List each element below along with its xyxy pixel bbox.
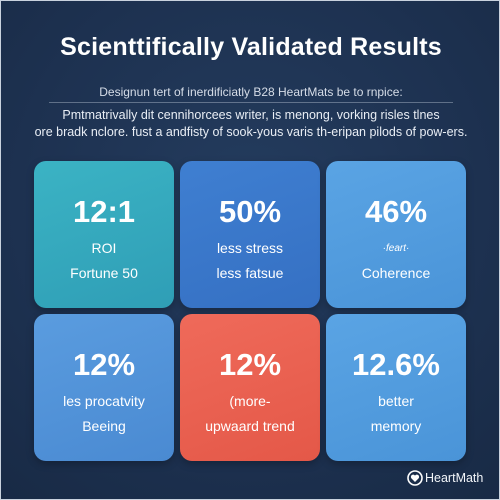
description-line-2: ore bradk nclore. fust a andfisty of soo… xyxy=(34,125,468,139)
heartmath-logo-icon xyxy=(407,470,423,486)
page-title: Scienttifically Validated Results xyxy=(60,33,442,61)
stat-sublabel: Fortune 50 xyxy=(70,265,138,281)
stat-card-upward-trend: 12% (more- upwaard trend xyxy=(180,314,320,461)
stat-label: less stress xyxy=(216,240,284,256)
stat-value: 12% xyxy=(72,347,136,382)
stat-value: 50% xyxy=(218,194,282,229)
stat-label: better xyxy=(378,393,414,409)
stat-card-roi: 12:1 ROI Fortune 50 xyxy=(34,161,174,308)
stat-sublabel: Coherence xyxy=(361,265,431,281)
stat-card-memory: 12.6% better memory xyxy=(326,314,466,461)
stat-sublabel: memory xyxy=(370,418,422,434)
divider xyxy=(49,102,453,103)
brand-name: HeartMath xyxy=(425,471,484,485)
stat-value: 12% xyxy=(218,347,282,382)
stat-value: 12:1 xyxy=(72,194,136,229)
stat-label: ROI xyxy=(91,240,117,256)
stat-sublabel: upwaard trend xyxy=(205,418,295,434)
stat-card-stress: 50% less stress less fatsue xyxy=(180,161,320,308)
stat-sublabel: less fatsue xyxy=(216,265,284,281)
stat-value: 12.6% xyxy=(352,347,440,382)
subtitle: Designun tert of inerdificiatly B28 Hear… xyxy=(99,85,403,99)
stat-label: les procatvity xyxy=(63,393,145,409)
brand-logo: HeartMath xyxy=(407,469,483,487)
stat-card-coherence: 46% ·feart· Coherence xyxy=(326,161,466,308)
description-line-1: Pmtmatrivally dit cennihorcees writer, i… xyxy=(62,108,440,122)
stat-value: 46% xyxy=(364,194,428,229)
description: Pmtmatrivally dit cennihorcees writer, i… xyxy=(31,107,471,141)
stat-sublabel: Beeing xyxy=(82,418,126,434)
stat-label: ·feart· xyxy=(382,243,410,254)
stat-label: (more- xyxy=(229,393,271,409)
stat-card-productivity: 12% les procatvity Beeing xyxy=(34,314,174,461)
stats-grid: 12:1 ROI Fortune 50 50% less stress less… xyxy=(34,161,470,461)
